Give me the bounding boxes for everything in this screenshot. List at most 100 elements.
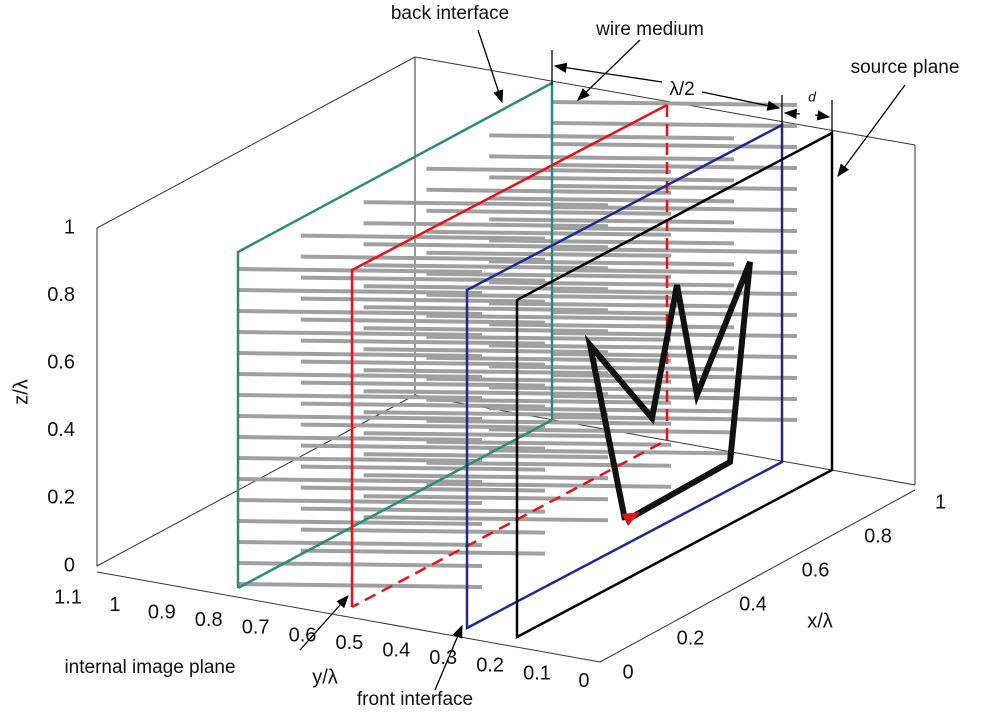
wire [363, 410, 609, 418]
wire [489, 301, 735, 309]
tick-label: 1 [935, 491, 946, 513]
wire [489, 280, 735, 288]
wire [426, 313, 672, 321]
wire [237, 393, 483, 400]
tick-label: 0.6 [802, 559, 830, 581]
image-plane [350, 103, 668, 607]
wire [551, 268, 798, 275]
wire [237, 309, 483, 316]
wire [363, 473, 609, 481]
wire [426, 187, 672, 195]
wire [551, 184, 798, 191]
wire [426, 166, 672, 174]
tick-label: 0.2 [476, 655, 504, 677]
wire [363, 263, 609, 271]
wire [363, 326, 609, 334]
tick-label: 0.2 [677, 627, 705, 649]
wire [300, 548, 546, 556]
planes [236, 80, 834, 640]
wire [426, 292, 672, 300]
wire [426, 334, 672, 342]
wire [237, 561, 483, 568]
wire [363, 200, 609, 208]
tick-label: 0.4 [47, 419, 75, 441]
tick-label: 0.3 [429, 647, 457, 669]
arrows [299, 29, 906, 691]
wire [489, 259, 735, 267]
wire [237, 372, 483, 379]
tick-label: 0.8 [864, 525, 892, 547]
wire [300, 422, 546, 430]
tick-label: 0.6 [47, 351, 75, 373]
wire [426, 439, 672, 447]
back-interface-edge [237, 418, 553, 590]
wire [237, 288, 483, 295]
tick-label: 1 [109, 594, 120, 616]
image-marker [622, 512, 640, 526]
wire [237, 456, 483, 463]
wire [237, 582, 483, 589]
wire [300, 254, 546, 262]
wire [237, 498, 483, 505]
wire [363, 347, 609, 355]
wire [300, 317, 546, 325]
wire [363, 515, 609, 523]
wire [489, 133, 735, 141]
wire [363, 305, 609, 313]
wire [489, 406, 735, 414]
wire [300, 464, 546, 472]
tick-label: 0.8 [195, 609, 223, 631]
axis-title: x/λ [807, 610, 833, 632]
wire [237, 540, 483, 547]
wire [489, 343, 735, 351]
label: internal image plane [64, 657, 235, 678]
wire [489, 238, 735, 246]
wire [300, 275, 546, 283]
wire [426, 250, 672, 258]
wire [300, 401, 546, 409]
wire [237, 435, 483, 442]
wire [300, 506, 546, 514]
wire [363, 221, 609, 229]
tick-label: 0.1 [523, 662, 551, 684]
wire [237, 477, 483, 484]
tick-label: 0.5 [335, 632, 363, 654]
wire [237, 414, 483, 421]
wire [363, 431, 609, 439]
wire [551, 226, 798, 233]
wire [551, 352, 798, 359]
wire [551, 100, 798, 107]
label: wire medium [595, 19, 704, 40]
wire [300, 296, 546, 304]
tick-label: 0.4 [382, 639, 410, 661]
wire [551, 121, 798, 128]
image-plane-dashed [351, 105, 669, 609]
wire [426, 355, 672, 363]
wire [363, 368, 609, 376]
tick-label: 0.7 [242, 617, 270, 639]
wire [426, 376, 672, 384]
tick-label: 0 [578, 670, 589, 692]
wire [551, 331, 798, 338]
wire [237, 267, 483, 274]
tick-label: 0 [64, 554, 75, 576]
wire [551, 247, 798, 254]
tick-label: 0.8 [47, 284, 75, 306]
wire [426, 271, 672, 279]
wire [363, 242, 609, 250]
tick-label: 1.1 [54, 586, 82, 608]
wire [551, 205, 798, 212]
labels: back interface wire medium λ/2 d source … [10, 3, 959, 710]
tick-label: 0.9 [148, 601, 176, 623]
wire [551, 415, 798, 422]
label: λ/2 [669, 79, 694, 100]
wire [489, 154, 735, 162]
label: d [808, 89, 817, 105]
wire [300, 443, 546, 451]
tick-label: 1 [64, 216, 75, 238]
wire [363, 494, 609, 502]
wire [237, 351, 483, 358]
tick-label: 0 [622, 661, 633, 683]
axis-title: z/λ [10, 379, 32, 405]
label: front interface [357, 689, 473, 710]
